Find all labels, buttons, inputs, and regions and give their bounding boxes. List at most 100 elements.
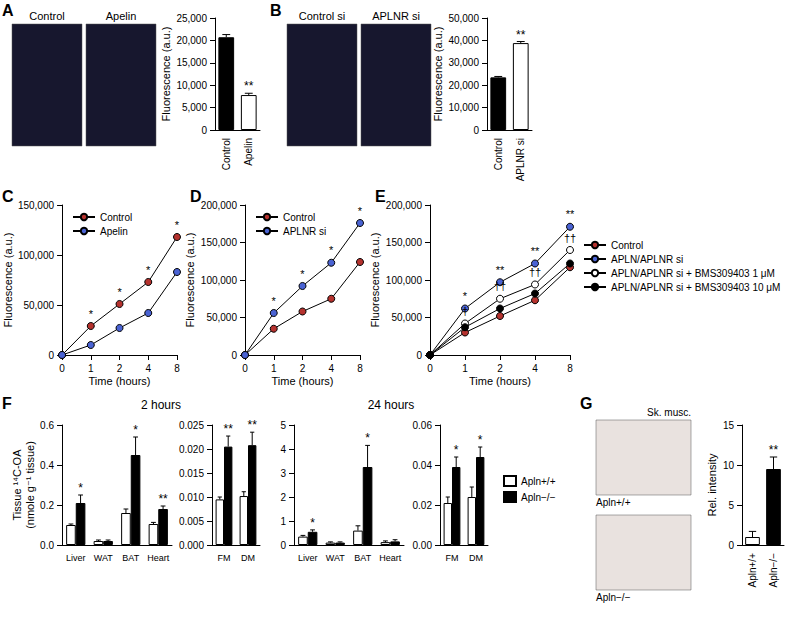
svg-text:Heart: Heart bbox=[147, 553, 170, 563]
svg-text:Time (hours): Time (hours) bbox=[272, 375, 334, 387]
svg-text:8: 8 bbox=[174, 363, 180, 374]
svg-text:0: 0 bbox=[231, 350, 237, 361]
svg-text:Apelin: Apelin bbox=[243, 138, 254, 166]
svg-text:1: 1 bbox=[271, 363, 277, 374]
svg-text:0.4: 0.4 bbox=[40, 460, 54, 471]
svg-text:15,000: 15,000 bbox=[176, 57, 207, 68]
svg-text:Fluorescence (a.u.): Fluorescence (a.u.) bbox=[369, 233, 381, 328]
svg-text:Tissue ¹⁴C-OA: Tissue ¹⁴C-OA bbox=[11, 449, 23, 521]
svg-text:**: ** bbox=[248, 418, 258, 432]
svg-text:50,000: 50,000 bbox=[206, 312, 237, 323]
svg-text:0: 0 bbox=[280, 540, 286, 551]
svg-text:†: † bbox=[462, 305, 468, 317]
svg-text:WAT: WAT bbox=[326, 553, 345, 563]
svg-text:24 hours: 24 hours bbox=[368, 398, 415, 412]
svg-text:0: 0 bbox=[242, 363, 248, 374]
svg-text:200,000: 200,000 bbox=[201, 200, 238, 211]
svg-text:D: D bbox=[190, 188, 202, 205]
svg-text:APLNR si: APLNR si bbox=[283, 226, 326, 237]
svg-text:APLNR si: APLNR si bbox=[372, 10, 420, 22]
svg-text:0: 0 bbox=[728, 540, 734, 551]
svg-text:**: ** bbox=[244, 79, 254, 93]
svg-text:0.06: 0.06 bbox=[413, 420, 433, 431]
svg-text:10,000: 10,000 bbox=[176, 80, 207, 91]
svg-text:*: * bbox=[329, 244, 334, 256]
svg-text:††: †† bbox=[529, 266, 541, 278]
svg-text:G: G bbox=[580, 395, 592, 412]
svg-text:0: 0 bbox=[201, 125, 207, 136]
svg-text:DM: DM bbox=[469, 553, 483, 563]
svg-text:4: 4 bbox=[280, 444, 286, 455]
svg-text:*: * bbox=[146, 264, 151, 276]
svg-text:Control: Control bbox=[611, 240, 643, 251]
svg-text:B: B bbox=[270, 2, 282, 19]
svg-text:BAT: BAT bbox=[354, 553, 371, 563]
svg-text:8: 8 bbox=[567, 363, 573, 374]
svg-text:20,000: 20,000 bbox=[448, 80, 479, 91]
svg-text:0.015: 0.015 bbox=[179, 468, 204, 479]
svg-text:*: * bbox=[89, 308, 94, 320]
svg-text:0: 0 bbox=[59, 363, 65, 374]
svg-text:0.00: 0.00 bbox=[413, 540, 433, 551]
svg-text:Sk. musc.: Sk. musc. bbox=[647, 407, 691, 418]
svg-text:Apln−/−: Apln−/− bbox=[768, 553, 779, 588]
svg-text:4: 4 bbox=[532, 363, 538, 374]
svg-text:*: * bbox=[272, 295, 277, 307]
svg-text:**: ** bbox=[224, 422, 234, 436]
svg-text:5: 5 bbox=[280, 420, 286, 431]
svg-text:2: 2 bbox=[280, 492, 286, 503]
svg-text:††: †† bbox=[564, 232, 576, 244]
svg-text:APLN/APLNR si: APLN/APLNR si bbox=[611, 254, 683, 265]
svg-text:Liver: Liver bbox=[298, 553, 318, 563]
svg-text:APLN/APLNR si + BMS309403 10 μ: APLN/APLNR si + BMS309403 10 μM bbox=[611, 282, 780, 293]
svg-text:E: E bbox=[375, 188, 386, 205]
svg-text:1: 1 bbox=[280, 516, 286, 527]
svg-text:0.000: 0.000 bbox=[179, 540, 204, 551]
svg-text:**: ** bbox=[531, 245, 540, 257]
svg-text:FM: FM bbox=[446, 553, 459, 563]
svg-text:150,000: 150,000 bbox=[201, 237, 238, 248]
svg-text:0.0: 0.0 bbox=[40, 540, 54, 551]
svg-text:0.6: 0.6 bbox=[40, 420, 54, 431]
svg-text:0: 0 bbox=[416, 350, 422, 361]
svg-text:Apln+/+: Apln+/+ bbox=[747, 553, 758, 588]
svg-text:Apln+/+: Apln+/+ bbox=[596, 497, 631, 508]
svg-text:*: * bbox=[300, 268, 305, 280]
svg-text:*: * bbox=[454, 443, 459, 457]
svg-text:1: 1 bbox=[462, 363, 468, 374]
svg-text:Control: Control bbox=[221, 138, 232, 170]
svg-text:Time (hours): Time (hours) bbox=[469, 375, 531, 387]
svg-text:5,000: 5,000 bbox=[182, 102, 207, 113]
svg-text:50,000: 50,000 bbox=[448, 13, 479, 24]
svg-text:**: ** bbox=[769, 443, 779, 457]
svg-text:*: * bbox=[133, 423, 138, 437]
svg-text:0.025: 0.025 bbox=[179, 420, 204, 431]
svg-text:25,000: 25,000 bbox=[176, 13, 207, 24]
svg-text:Control: Control bbox=[283, 212, 315, 223]
svg-text:APLNR si: APLNR si bbox=[515, 138, 526, 181]
svg-text:*: * bbox=[175, 219, 180, 231]
svg-text:0: 0 bbox=[427, 363, 433, 374]
svg-text:C: C bbox=[2, 188, 14, 205]
svg-text:*: * bbox=[78, 481, 83, 495]
svg-text:150,000: 150,000 bbox=[386, 237, 423, 248]
svg-text:1: 1 bbox=[88, 363, 94, 374]
svg-text:**: ** bbox=[496, 264, 505, 276]
svg-text:10: 10 bbox=[723, 460, 735, 471]
svg-text:A: A bbox=[2, 2, 14, 19]
svg-text:100,000: 100,000 bbox=[18, 250, 55, 261]
svg-text:Control: Control bbox=[100, 212, 132, 223]
svg-text:FM: FM bbox=[218, 553, 231, 563]
svg-text:Control: Control bbox=[29, 10, 64, 22]
svg-text:F: F bbox=[2, 395, 12, 412]
svg-text:0.005: 0.005 bbox=[179, 516, 204, 527]
svg-text:0.2: 0.2 bbox=[40, 500, 54, 511]
svg-text:Fluorescence (a.u.): Fluorescence (a.u.) bbox=[160, 27, 172, 122]
svg-text:0.010: 0.010 bbox=[179, 492, 204, 503]
svg-text:DM: DM bbox=[241, 553, 255, 563]
svg-text:Liver: Liver bbox=[66, 553, 86, 563]
svg-text:*: * bbox=[463, 290, 468, 302]
svg-text:0: 0 bbox=[48, 350, 54, 361]
svg-text:Apelin: Apelin bbox=[100, 226, 128, 237]
svg-text:*: * bbox=[358, 205, 363, 217]
